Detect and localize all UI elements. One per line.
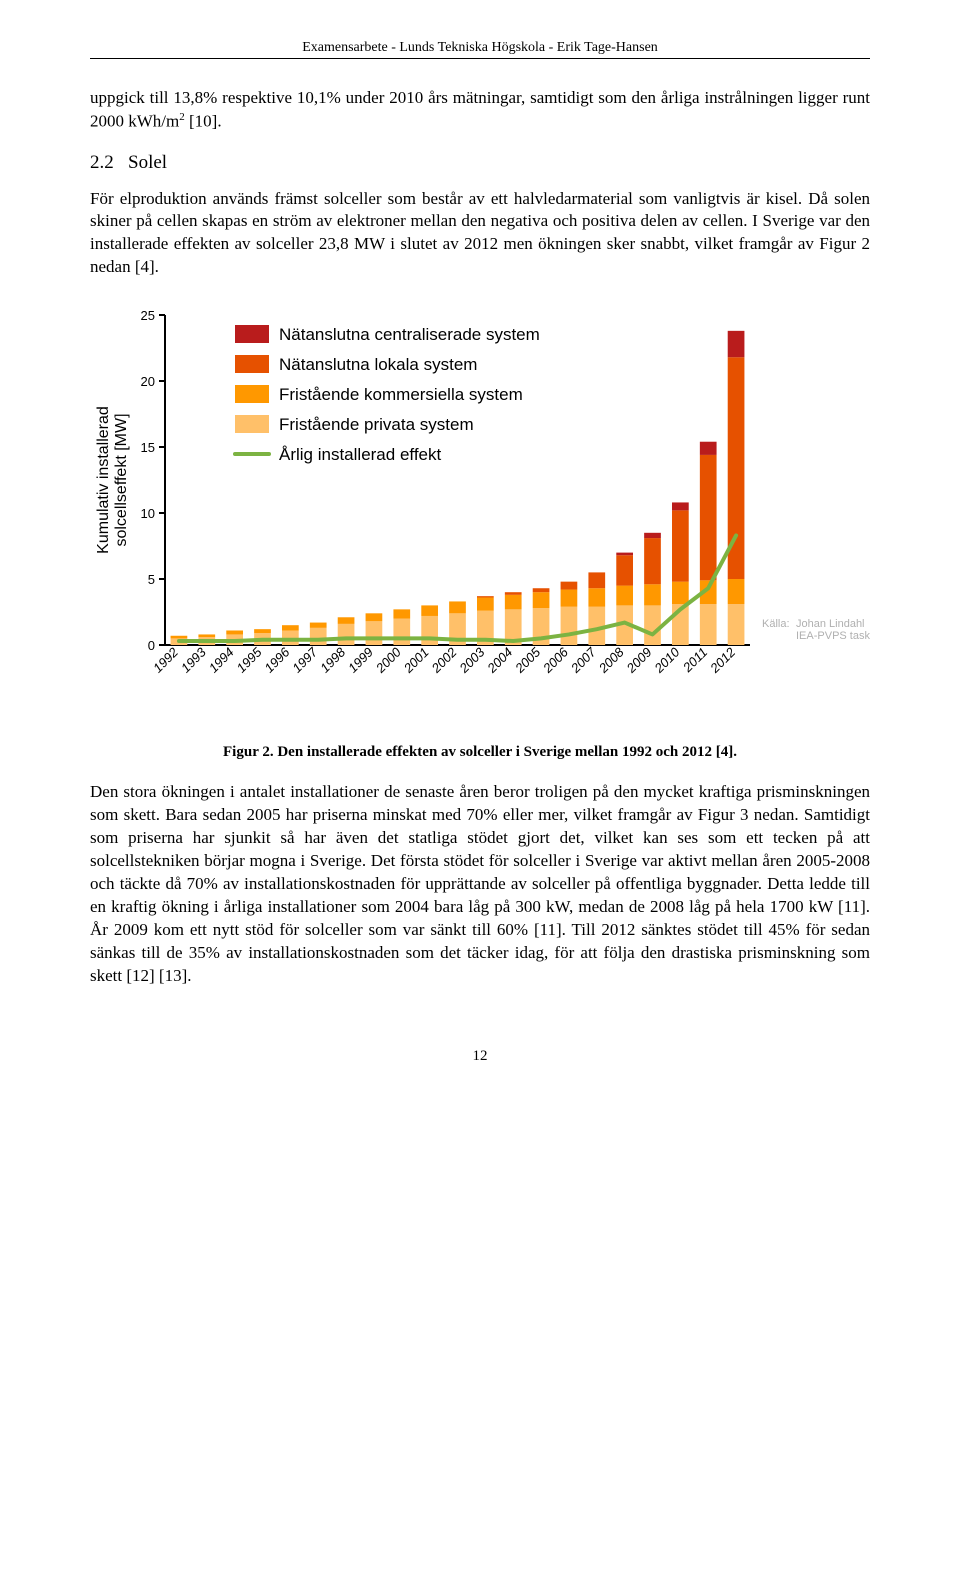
svg-text:Nätanslutna centraliserade sys: Nätanslutna centraliserade system [279, 325, 540, 344]
section-number: 2.2 [90, 152, 114, 173]
solar-chart: 0 5 10 15 20 25 Kumulativ installeradsolcellse… [90, 301, 870, 731]
chart-container: 0 5 10 15 20 25 Kumulativ installeradsolcellse… [90, 301, 870, 736]
svg-text:Fristående kommersiella system: Fristående kommersiella system [279, 385, 523, 404]
svg-text:2003: 2003 [456, 644, 488, 676]
svg-text:1994: 1994 [206, 645, 237, 676]
svg-text:10: 10 [141, 506, 155, 521]
svg-text:Nätanslutna lokala system: Nätanslutna lokala system [279, 355, 477, 374]
svg-text:Källa:: Källa: [762, 618, 790, 630]
svg-text:1995: 1995 [234, 644, 266, 676]
svg-text:1998: 1998 [317, 644, 349, 676]
svg-text:2007: 2007 [567, 644, 599, 676]
document-page: Examensarbete - Lunds Tekniska Högskola … [0, 0, 960, 1105]
svg-text:1997: 1997 [289, 644, 321, 676]
svg-text:2010: 2010 [651, 644, 683, 676]
svg-text:2012: 2012 [706, 644, 738, 676]
section-title: Solel [128, 152, 167, 173]
svg-text:2001: 2001 [400, 645, 432, 677]
svg-text:5: 5 [148, 572, 155, 587]
svg-text:2011: 2011 [679, 645, 710, 676]
svg-text:2000: 2000 [372, 644, 404, 676]
svg-text:2008: 2008 [595, 644, 627, 676]
paragraph-1: uppgick till 13,8% respektive 10,1% unde… [90, 87, 870, 134]
paragraph-3: Den stora ökningen i antalet installatio… [90, 781, 870, 987]
svg-text:Kumulativ installerad: Kumulativ installerad [95, 406, 112, 554]
svg-text:2004: 2004 [484, 645, 516, 677]
svg-text:1999: 1999 [345, 645, 376, 676]
svg-text:Johan Lindahl: Johan Lindahl [796, 618, 865, 630]
svg-text:25: 25 [141, 308, 155, 323]
para1-text-b: [10]. [185, 112, 222, 131]
svg-text:Årlig installerad effekt: Årlig installerad effekt [279, 445, 441, 464]
svg-text:solcellseffekt [MW]: solcellseffekt [MW] [113, 414, 130, 547]
page-header: Examensarbete - Lunds Tekniska Högskola … [90, 40, 870, 59]
paragraph-2: För elproduktion används främst solcelle… [90, 188, 870, 280]
section-heading: 2.2 Solel [90, 152, 870, 174]
svg-text:15: 15 [141, 440, 155, 455]
svg-text:2002: 2002 [428, 644, 460, 676]
svg-text:1993: 1993 [178, 644, 210, 676]
svg-text:1996: 1996 [261, 644, 293, 676]
svg-text:IEA-PVPS task 1: IEA-PVPS task 1 [796, 630, 870, 642]
figure-caption: Figur 2. Den installerade effekten av so… [90, 744, 870, 761]
svg-text:2006: 2006 [539, 644, 571, 676]
svg-text:20: 20 [141, 374, 155, 389]
svg-text:0: 0 [148, 638, 155, 653]
svg-text:2009: 2009 [623, 645, 655, 677]
svg-text:2005: 2005 [511, 644, 543, 676]
svg-text:Fristående privata system: Fristående privata system [279, 415, 474, 434]
page-number: 12 [90, 1048, 870, 1065]
